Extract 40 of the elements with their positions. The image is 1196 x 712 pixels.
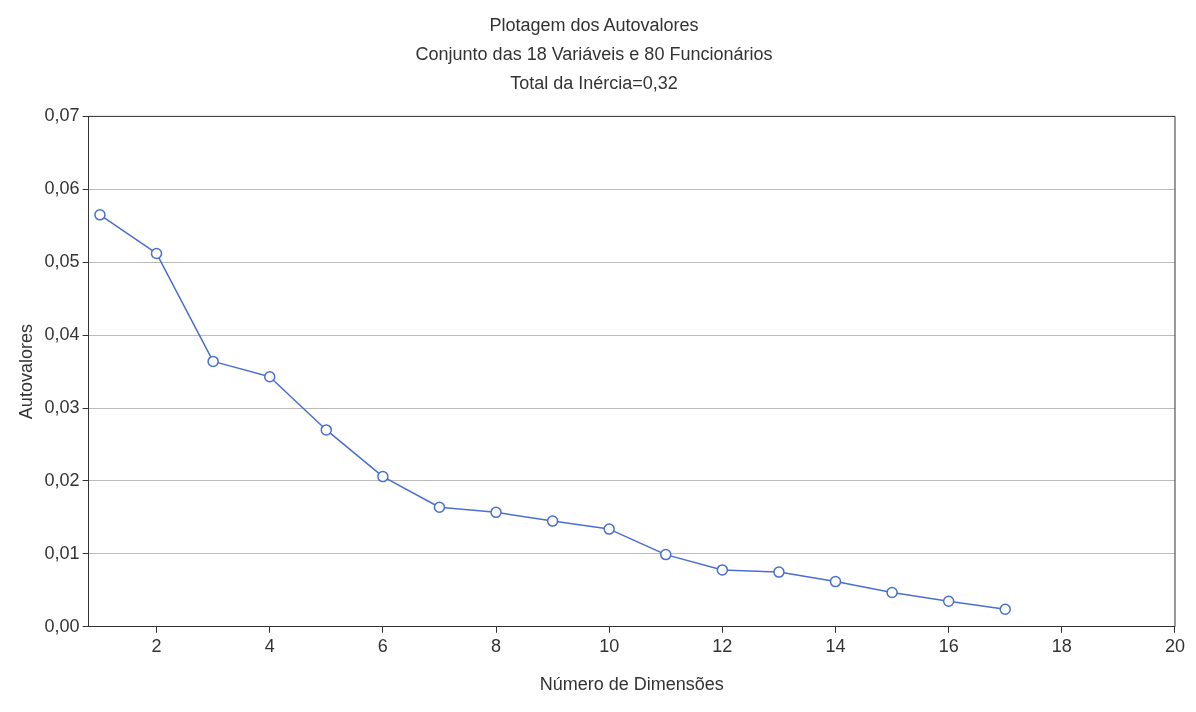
point — [829, 575, 842, 588]
point — [263, 370, 276, 383]
point — [150, 247, 163, 260]
chart-title: Plotagem dos Autovalores — [489, 15, 699, 36]
y-tick-label: 0,07 — [44, 105, 80, 126]
x-tick-label: 8 — [491, 635, 502, 656]
y-tick-label: 0,03 — [44, 397, 80, 418]
x-tick-label: 18 — [1051, 635, 1072, 656]
point — [716, 564, 729, 576]
y-tick-label: 0,06 — [44, 178, 80, 199]
x-axis-title: Número de Dimensões — [539, 674, 724, 695]
point — [773, 566, 785, 578]
x-tick-label: 14 — [825, 635, 846, 656]
point — [320, 424, 333, 436]
point — [377, 470, 389, 483]
y-tick-label: 0,04 — [44, 324, 80, 345]
y-tick-label: 0,02 — [44, 469, 80, 490]
x-tick-label: 2 — [151, 635, 162, 656]
x-tick-label: 6 — [377, 635, 388, 656]
text: Total da Inércia=0,32 — [510, 72, 678, 93]
y-tick-label: 0,01 — [44, 542, 80, 563]
y-tick-label: 0,05 — [44, 251, 80, 272]
x-tick-label: 10 — [599, 635, 620, 656]
point — [603, 523, 615, 535]
point — [94, 209, 106, 221]
x-tick-label: 12 — [712, 635, 733, 656]
chart-subtitle: Conjunto das 18 Variáveis e 80 Funcionários — [415, 44, 773, 65]
y-axis-title: Autovalores — [15, 324, 36, 420]
point — [546, 515, 559, 527]
y-tick-label: 0,00 — [44, 615, 80, 636]
point — [660, 548, 672, 561]
point — [207, 355, 219, 368]
x-tick-label: 16 — [938, 635, 959, 656]
point — [490, 506, 502, 519]
x-tick-label: 4 — [264, 635, 275, 656]
x-tick-label: 20 — [1164, 635, 1185, 656]
point — [942, 595, 955, 608]
point — [433, 501, 446, 513]
point — [999, 603, 1011, 616]
point — [886, 586, 898, 599]
